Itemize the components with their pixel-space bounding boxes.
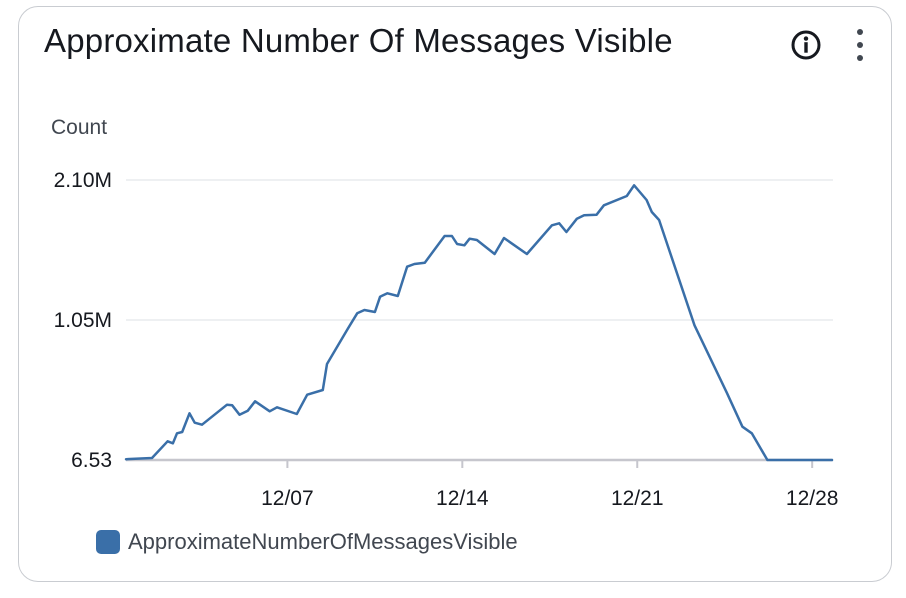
widget-title: Approximate Number Of Messages Visible <box>44 22 673 59</box>
x-tick-label: 12/21 <box>611 487 664 510</box>
x-tick-label: 12/07 <box>261 487 314 510</box>
legend-label: ApproximateNumberOfMessagesVisible <box>128 529 518 554</box>
y-axis-title: Count <box>51 116 107 139</box>
series-line <box>124 184 834 462</box>
y-tick-label: 6.53 <box>71 449 112 472</box>
x-tick-label: 12/14 <box>436 487 489 510</box>
y-tick-label: 2.10M <box>54 169 112 192</box>
x-tick-label: 12/28 <box>786 487 839 510</box>
vertical-ellipsis-icon[interactable] <box>852 27 868 63</box>
legend-swatch <box>96 530 120 554</box>
info-circle-icon[interactable] <box>790 29 822 61</box>
widget-card <box>18 6 892 582</box>
y-tick-label: 1.05M <box>54 309 112 332</box>
legend-item[interactable]: ApproximateNumberOfMessagesVisible <box>96 529 518 555</box>
